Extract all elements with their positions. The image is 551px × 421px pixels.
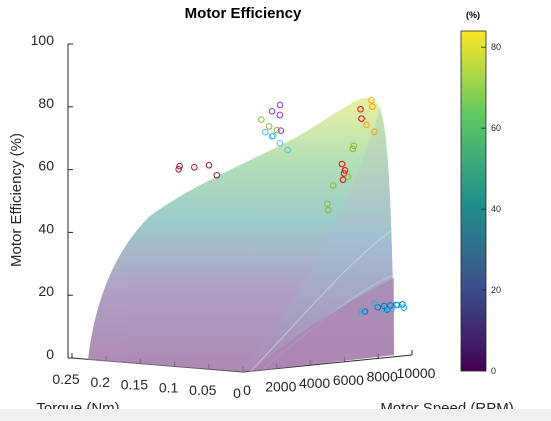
colorbar-tick-label: 80 — [491, 42, 501, 52]
torque-tick-label: 0 — [233, 385, 241, 401]
efficiency-tick-label: 20 — [38, 283, 54, 299]
measured-point — [363, 121, 370, 129]
measured-point — [273, 126, 281, 134]
colorbar-tick-label: 60 — [491, 123, 501, 133]
measured-point — [357, 105, 364, 113]
measured-point — [339, 176, 347, 184]
speed-tick-label: 10000 — [397, 365, 436, 381]
torque-tick-label: 0.05 — [189, 382, 216, 398]
measured-point — [324, 200, 331, 208]
measured-point — [380, 306, 388, 313]
speed-tick-label: 2000 — [265, 379, 296, 395]
measured-point — [265, 123, 273, 130]
measured-point — [358, 115, 365, 122]
measured-point — [277, 127, 285, 134]
measured-point — [361, 308, 369, 315]
measured-point — [344, 173, 352, 180]
torque-tick-label: 0.25 — [52, 371, 79, 387]
measured-point — [284, 146, 291, 154]
speed-tick-label: 0 — [243, 382, 251, 398]
efficiency-tick-label: 40 — [38, 220, 54, 236]
measured-point — [387, 302, 394, 309]
measured-point — [175, 166, 182, 173]
measured-point — [191, 163, 198, 171]
measured-point — [325, 206, 332, 214]
measured-point — [374, 303, 382, 311]
measured-point — [340, 170, 348, 177]
colorbar-tick-label: 40 — [491, 204, 501, 214]
efficiency-tick-label: 0 — [46, 346, 54, 362]
colorbar-title: (%) — [466, 10, 480, 20]
measured-points — [175, 97, 408, 315]
measured-point — [380, 302, 388, 310]
measured-point — [176, 162, 183, 170]
efficiency-axis-label: Motor Efficiency (%) — [8, 133, 25, 267]
measured-point — [341, 167, 349, 174]
measured-point — [388, 305, 395, 313]
measured-point — [329, 182, 337, 189]
colorbar-tick-label: 0 — [491, 366, 496, 376]
torque-tick-label: 0.1 — [159, 379, 179, 395]
measured-point — [258, 116, 265, 123]
torque-tick-label: 0.2 — [90, 374, 110, 390]
measured-point — [371, 300, 378, 308]
measured-point — [358, 308, 365, 315]
measured-point — [213, 171, 221, 179]
measured-point — [338, 160, 346, 168]
efficiency-tick-label: 100 — [31, 32, 55, 48]
measured-point — [368, 97, 375, 104]
speed-tick-label: 4000 — [299, 375, 330, 391]
efficiency-tick-label: 60 — [38, 158, 54, 174]
torque-tick-label: 0.15 — [121, 377, 148, 393]
efficiency-surface — [88, 98, 394, 373]
efficiency-tick-label: 80 — [38, 95, 54, 111]
measured-point — [262, 128, 269, 136]
window-bottom-strip — [0, 409, 551, 421]
measured-point — [205, 161, 213, 169]
measured-point — [399, 301, 406, 308]
measured-point — [268, 133, 276, 140]
colorbar-ticks: 0 20 40 60 80 — [481, 42, 501, 376]
chart-title: Motor Efficiency — [185, 5, 302, 22]
speed-tick-label: 8000 — [367, 368, 398, 384]
measured-point — [276, 101, 284, 109]
measured-point — [400, 304, 408, 311]
colorbar — [460, 30, 487, 372]
measured-point — [371, 128, 378, 136]
measured-point — [268, 107, 276, 115]
efficiency-axis-ticks: 0 20 40 60 80 100 — [31, 32, 73, 362]
measured-point — [276, 139, 284, 147]
speed-tick-label: 6000 — [333, 372, 364, 388]
measured-point — [349, 145, 357, 153]
colorbar-tick-label: 20 — [491, 285, 501, 295]
measured-point — [394, 301, 402, 309]
measured-point — [276, 111, 284, 119]
surface-low-region — [250, 278, 394, 372]
measured-point — [350, 142, 358, 150]
measured-point — [369, 103, 376, 110]
surface-band-1 — [249, 229, 393, 373]
